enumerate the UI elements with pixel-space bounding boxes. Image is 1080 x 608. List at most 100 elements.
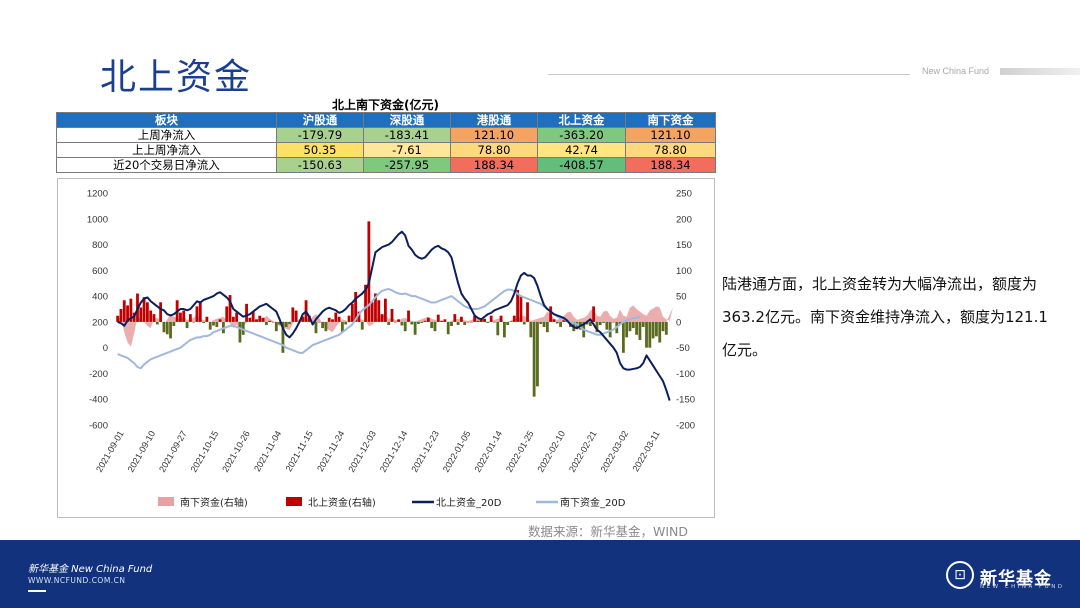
northbound-bar xyxy=(522,321,526,325)
northbound-bar xyxy=(469,321,473,323)
northbound-bar xyxy=(631,321,635,329)
northbound-bar xyxy=(450,321,453,327)
northbound-bar xyxy=(321,321,324,329)
legend-swatch xyxy=(158,497,174,506)
footer-divider xyxy=(28,590,46,592)
northbound-bar xyxy=(555,321,559,324)
northbound-bar xyxy=(317,321,321,323)
x-axis-tick-label: 2022-03-11 xyxy=(630,429,661,473)
northbound-bar xyxy=(532,321,536,397)
northbound-20d-line xyxy=(117,230,671,401)
northbound-bar xyxy=(331,319,334,322)
northbound-bar xyxy=(512,315,516,322)
left-axis-tick-label: -400 xyxy=(89,395,108,406)
northbound-bar xyxy=(410,321,414,325)
northbound-bar xyxy=(393,321,397,323)
northbound-bar xyxy=(413,321,417,335)
northbound-bar xyxy=(245,303,248,322)
northbound-bar xyxy=(648,321,652,348)
northbound-bar xyxy=(552,319,556,322)
table-row: 上周净流入 -179.79 -183.41 121.10 -363.20 121.10 xyxy=(56,127,716,143)
left-axis-tick-label: 200 xyxy=(92,317,108,328)
northbound-bar xyxy=(139,307,143,322)
header-northbound: 北上资金 xyxy=(537,112,626,128)
chart-frame: 1200 1000 800 600 400 200 0 -200 -400 -600 250 200 1… xyxy=(57,178,715,518)
x-axis-tick-label: 2021-09-10 xyxy=(126,429,158,474)
northbound-bar xyxy=(228,295,232,322)
row-label: 近20个交易日净流入 xyxy=(56,157,277,173)
right-axis-tick-label: 0 xyxy=(676,317,681,328)
table-caption: 北上南下资金(亿元) xyxy=(332,98,439,112)
x-axis-tick-label: 2021-12-03 xyxy=(346,429,378,474)
northbound-bar xyxy=(337,316,341,322)
table-cell: -257.95 xyxy=(363,157,451,173)
northbound-bar xyxy=(202,321,205,323)
northbound-bar xyxy=(248,317,252,322)
northbound-bar xyxy=(274,321,278,332)
northbound-bar xyxy=(291,307,295,322)
northbound-bar xyxy=(489,315,493,322)
table-cell: -183.41 xyxy=(363,127,451,143)
northbound-bar xyxy=(549,306,553,322)
fund-flow-table: 板块 沪股通 深股通 港股通 北上资金 南下资金 上周净流入 -179.79 -18… xyxy=(56,112,716,173)
northbound-bar xyxy=(638,321,642,340)
northbound-bar xyxy=(519,296,523,322)
northbound-bar xyxy=(165,321,169,335)
northbound-bar xyxy=(179,312,182,322)
northbound-bar xyxy=(119,309,123,322)
right-axis-tick-label: -100 xyxy=(676,369,695,380)
northbound-bar xyxy=(387,321,391,325)
northbound-bar xyxy=(545,321,549,333)
northbound-bar xyxy=(466,321,470,323)
northbound-bar xyxy=(621,321,625,353)
northbound-bar xyxy=(350,303,354,322)
northbound-bar xyxy=(344,321,348,325)
northbound-bar xyxy=(364,284,367,322)
northbound-bar xyxy=(122,300,126,322)
northbound-bar xyxy=(486,321,490,323)
northbound-bar xyxy=(341,321,344,333)
northbound-bar xyxy=(598,321,602,325)
northbound-bar xyxy=(585,321,589,325)
left-axis-tick-label: 1000 xyxy=(87,214,108,225)
right-axis-tick-label: 200 xyxy=(676,214,692,225)
northbound-bar xyxy=(129,298,133,322)
brand-bar xyxy=(1000,68,1080,75)
northbound-bar xyxy=(367,221,371,322)
left-axis-tick-label: 400 xyxy=(92,292,108,303)
northbound-bar xyxy=(516,289,520,322)
table-cell: 121.10 xyxy=(625,127,716,143)
northbound-bar xyxy=(628,321,632,332)
northbound-bar xyxy=(152,314,156,322)
northbound-bar xyxy=(559,321,562,328)
x-axis-tick-label: 2021-12-23 xyxy=(409,429,441,474)
northbound-bar xyxy=(436,314,440,322)
legend-label: 北上资金(右轴) xyxy=(308,496,376,509)
right-axis-tick-label: 100 xyxy=(676,266,692,277)
x-axis-tick-label: 2022-02-10 xyxy=(535,429,567,474)
right-axis-tick-label: -150 xyxy=(676,395,695,406)
left-axis-tick-label: 1200 xyxy=(87,189,108,200)
logo-icon: ⊡ xyxy=(946,561,974,589)
northbound-bar xyxy=(215,321,219,328)
table-cell: 188.34 xyxy=(450,157,538,173)
northbound-bar xyxy=(195,306,199,322)
right-axis-tick-label: -200 xyxy=(676,421,695,432)
x-axis-tick-label: 2021-10-26 xyxy=(220,429,252,474)
logo-subtitle: NEW CHINA FUND xyxy=(980,584,1065,590)
x-axis-tick-label: 2021-09-01 xyxy=(94,429,126,474)
northbound-bar xyxy=(446,321,450,335)
legend-swatch xyxy=(286,497,302,506)
northbound-bar xyxy=(284,321,288,328)
northbound-bar xyxy=(407,310,410,322)
title-divider xyxy=(548,74,910,75)
northbound-bar xyxy=(357,311,361,322)
northbound-bar xyxy=(380,314,384,322)
legend-label: 南下资金(右轴) xyxy=(180,496,248,509)
header-sector: 板块 xyxy=(56,112,277,128)
header-southbound: 南下资金 xyxy=(625,112,716,128)
northbound-bar xyxy=(453,314,457,322)
northbound-bar xyxy=(612,321,615,323)
left-axis-tick-label: 800 xyxy=(92,240,108,251)
northbound-bar xyxy=(155,321,159,325)
